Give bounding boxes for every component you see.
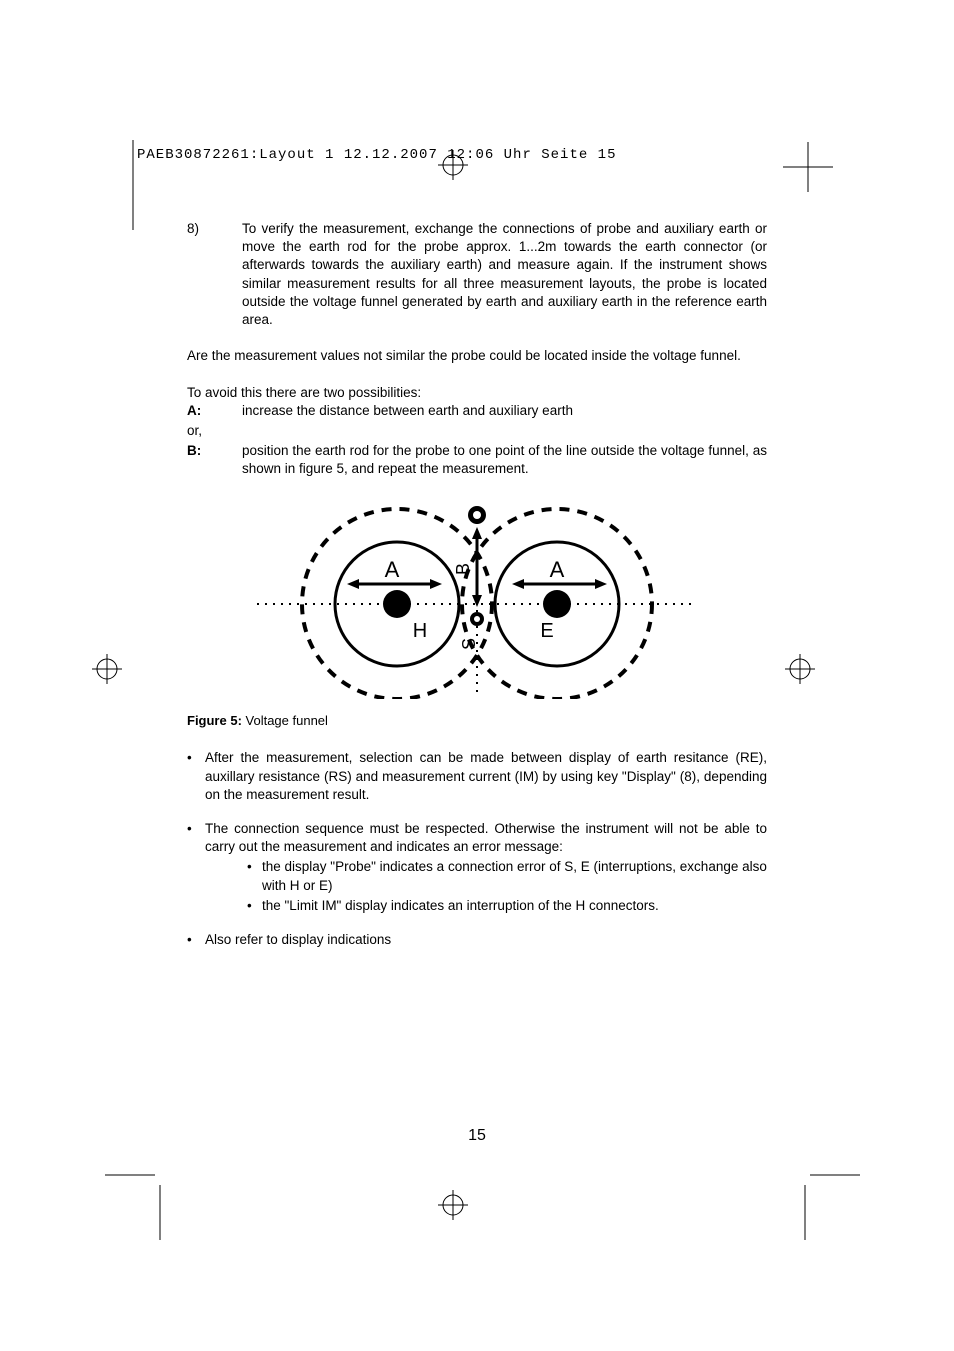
figure-caption: Figure 5: Voltage funnel [187, 712, 767, 730]
bullet-dot: • [187, 820, 205, 856]
svg-text:A: A [385, 557, 400, 582]
header-text: PAEB30872261:Layout 1 12.12.2007 12:06 U… [137, 147, 616, 163]
paragraph-1: Are the measurement values not similar t… [187, 347, 767, 365]
page-number: 15 [0, 1127, 954, 1145]
bullet-2: • The connection sequence must be respec… [187, 820, 767, 856]
list-item-8: 8) To verify the measurement, exchange t… [187, 220, 767, 329]
or-text: or, [187, 422, 767, 440]
bullet-1-text: After the measurement, selection can be … [205, 749, 767, 804]
page-content: 8) To verify the measurement, exchange t… [187, 220, 767, 965]
registration-mark-left [92, 654, 122, 684]
voltage-funnel-diagram: A A B H S E [257, 499, 697, 699]
svg-text:H: H [413, 620, 427, 642]
crop-mark-tr [783, 142, 833, 192]
option-b: B: position the earth rod for the probe … [187, 442, 767, 478]
registration-mark-right [785, 654, 815, 684]
crop-mark-bl [105, 1155, 165, 1240]
figure-caption-text: Voltage funnel [242, 713, 328, 728]
sub-bullet-1: • the display "Probe" indicates a connec… [247, 858, 767, 894]
bullet-dot: • [187, 749, 205, 804]
item-number: 8) [187, 220, 242, 329]
figure-5: A A B H S E [187, 499, 767, 704]
paragraph-2: To avoid this there are two possibilitie… [187, 384, 767, 402]
bullet-2-text: The connection sequence must be respecte… [205, 820, 767, 856]
sub-bullet-1-text: the display "Probe" indicates a connecti… [262, 858, 767, 894]
svg-text:A: A [550, 557, 565, 582]
option-a-text: increase the distance between earth and … [242, 402, 767, 420]
bullet-3: • Also refer to display indications [187, 931, 767, 949]
option-b-label: B: [187, 442, 242, 478]
figure-caption-bold: Figure 5: [187, 713, 242, 728]
option-a: A: increase the distance between earth a… [187, 402, 767, 420]
bullet-dot: • [187, 931, 205, 949]
registration-mark-bottom [438, 1190, 468, 1220]
svg-text:S: S [459, 638, 479, 650]
bullet-1: • After the measurement, selection can b… [187, 749, 767, 804]
bullet-dot: • [247, 858, 262, 894]
crop-mark-br [800, 1155, 860, 1240]
option-a-label: A: [187, 402, 242, 420]
bullet-3-text: Also refer to display indications [205, 931, 767, 949]
svg-text:B: B [453, 563, 473, 575]
bullet-dot: • [247, 897, 262, 915]
sub-bullet-2-text: the "Limit IM" display indicates an inte… [262, 897, 767, 915]
svg-text:E: E [540, 620, 553, 642]
sub-bullet-2: • the "Limit IM" display indicates an in… [247, 897, 767, 915]
item-text: To verify the measurement, exchange the … [242, 220, 767, 329]
option-b-text: position the earth rod for the probe to … [242, 442, 767, 478]
